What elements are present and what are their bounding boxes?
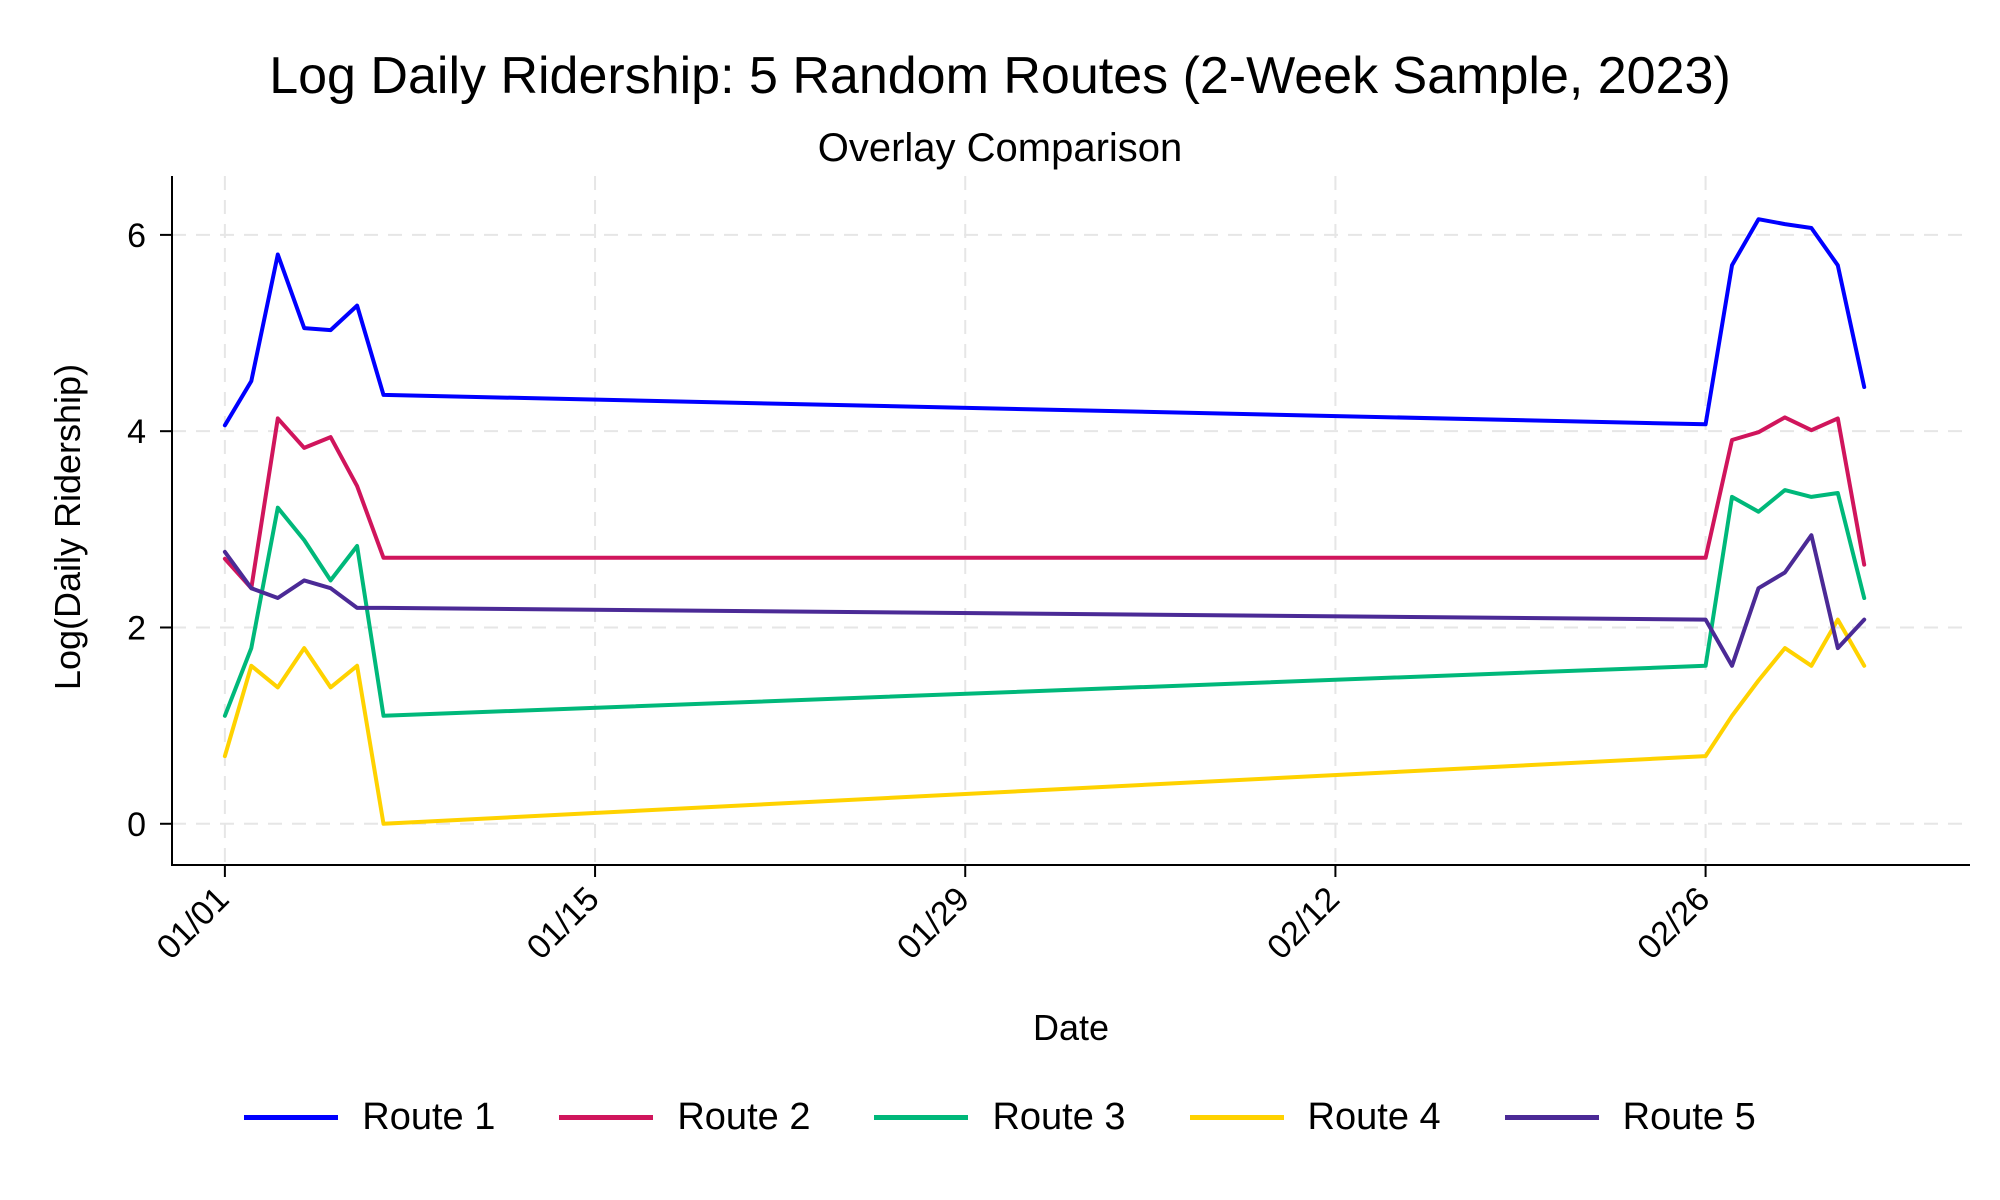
- grid-lines: [172, 176, 1970, 865]
- series-line-route-3: [222, 488, 1867, 718]
- legend-label: Route 5: [1622, 1095, 1756, 1138]
- legend-swatch: [1189, 1114, 1284, 1120]
- legend-item: Route 4: [1189, 1095, 1441, 1139]
- x-axis-label: Date: [1033, 1007, 1109, 1048]
- legend-swatch: [244, 1114, 339, 1120]
- series-lines: [222, 217, 1867, 826]
- y-tick-label: 6: [127, 217, 146, 255]
- axes: [171, 176, 1970, 866]
- series-line-route-2: [222, 415, 1867, 591]
- series-line-route-5: [222, 533, 1867, 668]
- chart-subtitle: Overlay Comparison: [817, 126, 1183, 170]
- legend-item: Route 3: [874, 1095, 1126, 1139]
- legend-item: Route 2: [559, 1096, 810, 1139]
- legend-item: Route 5: [1504, 1095, 1756, 1139]
- chart-title: Log Daily Ridership: 5 Random Routes (2-…: [269, 47, 1731, 105]
- legend-item: Route 1: [244, 1096, 495, 1139]
- legend-swatch: [559, 1114, 654, 1120]
- legend-label: Route 1: [362, 1095, 496, 1138]
- legend-swatch: [1504, 1114, 1599, 1120]
- legend-swatch: [874, 1114, 969, 1120]
- y-axis-label: Log(Daily Ridership): [47, 364, 88, 690]
- x-tick-label: 02/26: [1630, 880, 1717, 967]
- y-tick-label: 0: [127, 806, 146, 844]
- legend-label: Route 2: [677, 1095, 811, 1138]
- legend-label: Route 4: [1307, 1095, 1441, 1138]
- x-tick-label: 02/12: [1260, 880, 1347, 967]
- x-tick-label: 01/29: [890, 880, 977, 967]
- series-line-route-4: [222, 617, 1867, 826]
- x-tick-label: 01/01: [149, 880, 236, 967]
- y-tick-label: 2: [127, 609, 146, 647]
- legend-label: Route 3: [992, 1095, 1126, 1138]
- series-line-route-1: [222, 217, 1867, 428]
- legend: Route 1 Route 2 Route 3 Route 4 Route 5: [0, 1082, 2000, 1152]
- y-tick-label: 4: [127, 413, 146, 451]
- x-tick-label: 01/15: [520, 880, 607, 967]
